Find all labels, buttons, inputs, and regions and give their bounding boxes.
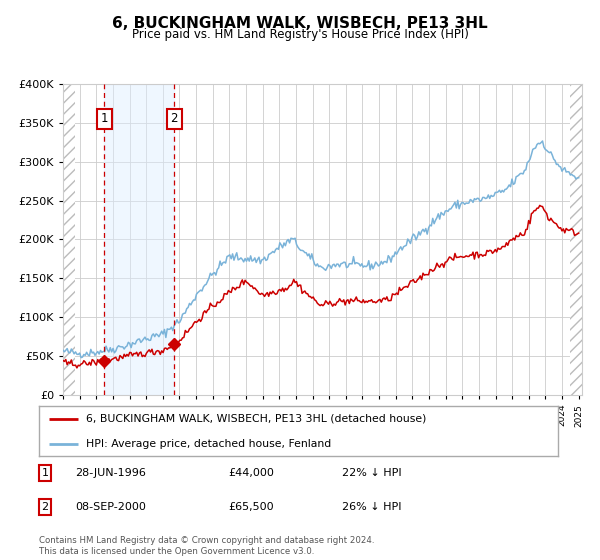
Bar xyxy=(63,76,74,395)
Text: 6, BUCKINGHAM WALK, WISBECH, PE13 3HL: 6, BUCKINGHAM WALK, WISBECH, PE13 3HL xyxy=(112,16,488,31)
Text: 1: 1 xyxy=(101,113,108,125)
Text: 08-SEP-2000: 08-SEP-2000 xyxy=(75,502,146,512)
Text: 6, BUCKINGHAM WALK, WISBECH, PE13 3HL (detached house): 6, BUCKINGHAM WALK, WISBECH, PE13 3HL (d… xyxy=(86,414,426,423)
Text: £65,500: £65,500 xyxy=(228,502,274,512)
Text: 26% ↓ HPI: 26% ↓ HPI xyxy=(342,502,401,512)
Text: HPI: Average price, detached house, Fenland: HPI: Average price, detached house, Fenl… xyxy=(86,439,331,449)
Text: 2: 2 xyxy=(170,113,178,125)
Bar xyxy=(63,76,74,395)
Text: 1: 1 xyxy=(41,468,49,478)
Text: £44,000: £44,000 xyxy=(228,468,274,478)
Text: 28-JUN-1996: 28-JUN-1996 xyxy=(75,468,146,478)
Text: Price paid vs. HM Land Registry's House Price Index (HPI): Price paid vs. HM Land Registry's House … xyxy=(131,28,469,41)
Text: 22% ↓ HPI: 22% ↓ HPI xyxy=(342,468,401,478)
Bar xyxy=(104,84,174,395)
Bar xyxy=(571,76,582,395)
Text: Contains HM Land Registry data © Crown copyright and database right 2024.
This d: Contains HM Land Registry data © Crown c… xyxy=(39,536,374,556)
Bar xyxy=(571,76,582,395)
Text: 2: 2 xyxy=(41,502,49,512)
